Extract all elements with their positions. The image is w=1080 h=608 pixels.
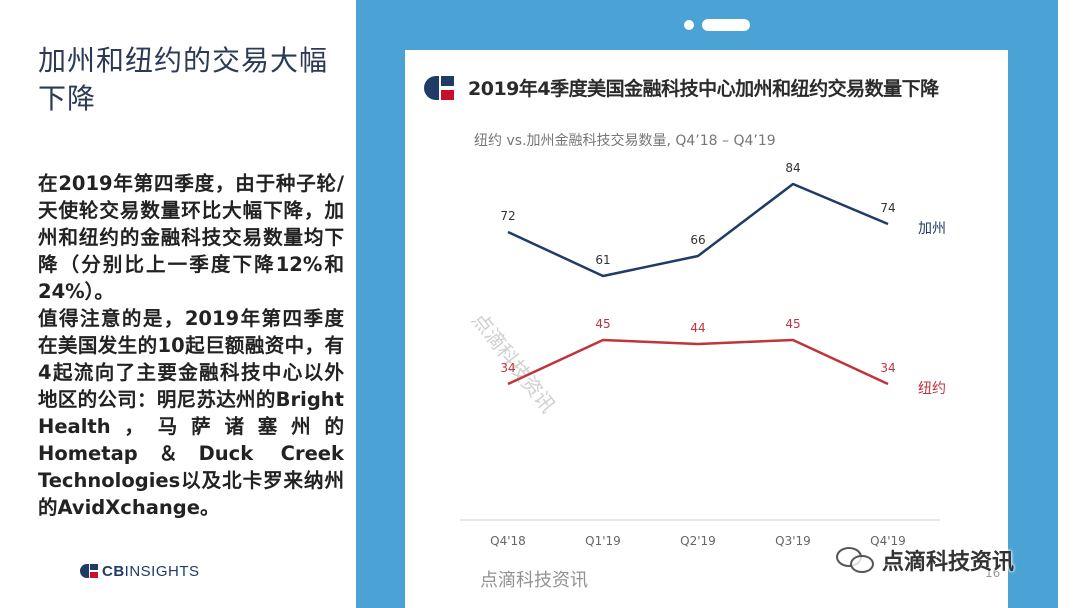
data-label: 66 bbox=[690, 233, 705, 247]
x-tick-label: Q3'19 bbox=[775, 534, 811, 548]
body-paragraph: 值得注意的是，2019年第四季度在美国发生的10起巨额融资中，有4起流向了主要金… bbox=[38, 307, 344, 519]
series-legend-label: 纽约 bbox=[918, 381, 946, 397]
data-label: 34 bbox=[880, 361, 895, 375]
data-label: 34 bbox=[500, 361, 515, 375]
page-number: 16 bbox=[985, 566, 1001, 580]
data-label: 45 bbox=[595, 317, 610, 331]
series-legend-label: 加州 bbox=[918, 221, 946, 237]
cbinsights-logo-icon bbox=[80, 564, 98, 578]
x-tick-label: Q4'19 bbox=[870, 534, 906, 548]
series-line bbox=[507, 182, 889, 278]
series-line bbox=[507, 338, 889, 386]
wechat-icon bbox=[836, 545, 876, 575]
logo-text: CBINSIGHTS bbox=[102, 562, 200, 580]
chart-subtitle: 纽约 vs.加州金融科技交易数量, Q4’18 – Q4’19 bbox=[474, 133, 776, 149]
chart-header: 2019年4季度美国金融科技中心加州和纽约交易数量下降 bbox=[424, 74, 939, 101]
left-panel: 加州和纽约的交易大幅下降 在2019年第四季度，由于种子轮/天使轮交易数量环比大… bbox=[0, 0, 356, 608]
x-tick-label: Q4'18 bbox=[490, 534, 526, 548]
body-paragraph: 在2019年第四季度，由于种子轮/天使轮交易数量环比大幅下降，加州和纽约的金融科… bbox=[38, 172, 344, 303]
watermark-bottom: 点滴科技资讯 bbox=[480, 570, 588, 591]
x-tick-label: Q2'19 bbox=[680, 534, 716, 548]
data-label: 74 bbox=[880, 201, 895, 215]
cbinsights-logo-icon bbox=[424, 75, 454, 100]
x-tick-label: Q1'19 bbox=[585, 534, 621, 548]
page-heading: 加州和纽约的交易大幅下降 bbox=[38, 44, 329, 115]
speaker-bar bbox=[702, 19, 750, 31]
wechat-label: 点滴科技资讯 bbox=[882, 550, 1015, 575]
data-label: 72 bbox=[500, 209, 515, 223]
camera-dot bbox=[684, 20, 694, 30]
data-label: 84 bbox=[785, 161, 800, 175]
data-label: 61 bbox=[595, 253, 610, 267]
chart-title: 2019年4季度美国金融科技中心加州和纽约交易数量下降 bbox=[468, 78, 939, 100]
wechat-badge: 点滴科技资讯 bbox=[836, 544, 1014, 576]
data-label: 45 bbox=[785, 317, 800, 331]
device-screen bbox=[405, 50, 1008, 608]
cbinsights-logo: CBINSIGHTS bbox=[80, 560, 200, 582]
body-text: 在2019年第四季度，由于种子轮/天使轮交易数量环比大幅下降，加州和纽约的金融科… bbox=[38, 170, 344, 521]
data-label: 44 bbox=[690, 321, 705, 335]
